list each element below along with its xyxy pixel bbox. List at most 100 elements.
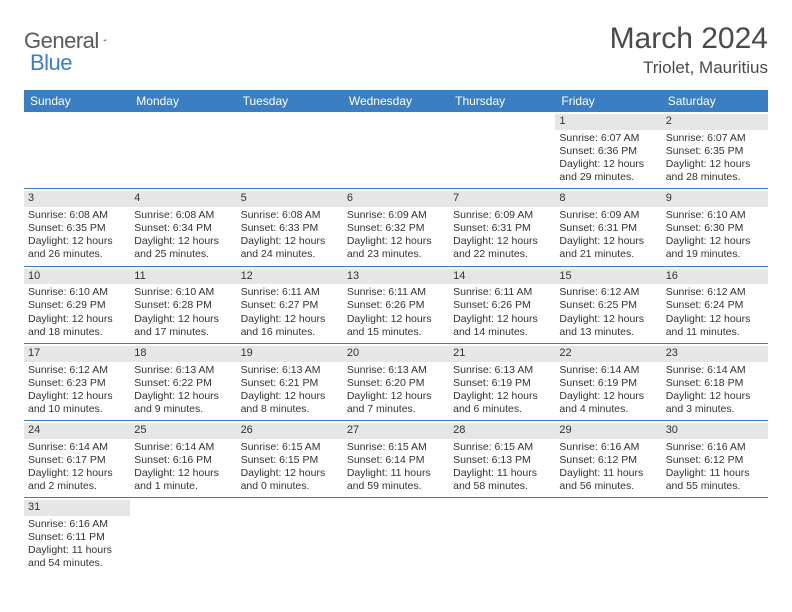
day-number: 7 <box>449 191 555 207</box>
day-number: 2 <box>662 114 768 130</box>
sunset-line: Sunset: 6:12 PM <box>666 454 764 467</box>
sunrise-line: Sunrise: 6:09 AM <box>559 209 657 222</box>
day-cell: 10Sunrise: 6:10 AMSunset: 6:29 PMDayligh… <box>24 267 130 343</box>
day-number: 10 <box>24 269 130 285</box>
flag-icon <box>103 32 107 48</box>
daylight-line: Daylight: 12 hours and 17 minutes. <box>134 313 232 339</box>
day-number: 27 <box>343 423 449 439</box>
week-row: 17Sunrise: 6:12 AMSunset: 6:23 PMDayligh… <box>24 344 768 421</box>
day-number: 9 <box>662 191 768 207</box>
day-number: 4 <box>130 191 236 207</box>
sunrise-line: Sunrise: 6:13 AM <box>241 364 339 377</box>
daylight-line: Daylight: 12 hours and 8 minutes. <box>241 390 339 416</box>
sunset-line: Sunset: 6:23 PM <box>28 377 126 390</box>
sunrise-line: Sunrise: 6:11 AM <box>241 286 339 299</box>
sunrise-line: Sunrise: 6:14 AM <box>666 364 764 377</box>
sunset-line: Sunset: 6:11 PM <box>28 531 126 544</box>
sunrise-line: Sunrise: 6:08 AM <box>28 209 126 222</box>
day-cell: 14Sunrise: 6:11 AMSunset: 6:26 PMDayligh… <box>449 267 555 343</box>
brand-accent: Blue <box>30 50 72 75</box>
day-cell: 13Sunrise: 6:11 AMSunset: 6:26 PMDayligh… <box>343 267 449 343</box>
sunrise-line: Sunrise: 6:12 AM <box>559 286 657 299</box>
day-header: Tuesday <box>237 90 343 112</box>
day-cell: 9Sunrise: 6:10 AMSunset: 6:30 PMDaylight… <box>662 189 768 265</box>
daylight-line: Daylight: 11 hours and 56 minutes. <box>559 467 657 493</box>
day-number: 16 <box>662 269 768 285</box>
day-number: 17 <box>24 346 130 362</box>
day-number: 22 <box>555 346 661 362</box>
day-header: Thursday <box>449 90 555 112</box>
day-cell: 23Sunrise: 6:14 AMSunset: 6:18 PMDayligh… <box>662 344 768 420</box>
day-cell: 24Sunrise: 6:14 AMSunset: 6:17 PMDayligh… <box>24 421 130 497</box>
daylight-line: Daylight: 12 hours and 18 minutes. <box>28 313 126 339</box>
sunset-line: Sunset: 6:35 PM <box>666 145 764 158</box>
sunset-line: Sunset: 6:19 PM <box>559 377 657 390</box>
daylight-line: Daylight: 12 hours and 28 minutes. <box>666 158 764 184</box>
calendar-page: General March 2024 Triolet, Mauritius Bl… <box>0 0 792 575</box>
title-block: March 2024 Triolet, Mauritius <box>610 22 768 78</box>
sunset-line: Sunset: 6:29 PM <box>28 299 126 312</box>
brand-accent-wrap: Blue <box>30 50 72 76</box>
day-number: 11 <box>130 269 236 285</box>
day-number: 14 <box>449 269 555 285</box>
sunrise-line: Sunrise: 6:11 AM <box>347 286 445 299</box>
daylight-line: Daylight: 11 hours and 54 minutes. <box>28 544 126 570</box>
daylight-line: Daylight: 12 hours and 25 minutes. <box>134 235 232 261</box>
empty-cell <box>555 498 661 574</box>
daylight-line: Daylight: 12 hours and 16 minutes. <box>241 313 339 339</box>
empty-cell <box>343 498 449 574</box>
empty-cell <box>24 112 130 188</box>
daylight-line: Daylight: 12 hours and 11 minutes. <box>666 313 764 339</box>
sunset-line: Sunset: 6:25 PM <box>559 299 657 312</box>
day-cell: 4 Sunrise: 6:08 AMSunset: 6:34 PMDaylight… <box>130 189 236 265</box>
sunset-line: Sunset: 6:34 PM <box>134 222 232 235</box>
header: General March 2024 Triolet, Mauritius <box>24 22 768 78</box>
sunset-line: Sunset: 6:12 PM <box>559 454 657 467</box>
empty-cell <box>237 498 343 574</box>
location: Triolet, Mauritius <box>610 58 768 78</box>
sunrise-line: Sunrise: 6:14 AM <box>134 441 232 454</box>
daylight-line: Daylight: 12 hours and 29 minutes. <box>559 158 657 184</box>
empty-cell <box>343 112 449 188</box>
daylight-line: Daylight: 12 hours and 10 minutes. <box>28 390 126 416</box>
empty-cell <box>130 112 236 188</box>
day-cell: 31Sunrise: 6:16 AMSunset: 6:11 PMDayligh… <box>24 498 130 574</box>
sunrise-line: Sunrise: 6:16 AM <box>559 441 657 454</box>
sunrise-line: Sunrise: 6:15 AM <box>241 441 339 454</box>
empty-cell <box>130 498 236 574</box>
daylight-line: Daylight: 12 hours and 26 minutes. <box>28 235 126 261</box>
day-cell: 5Sunrise: 6:08 AMSunset: 6:33 PMDaylight… <box>237 189 343 265</box>
empty-cell <box>237 112 343 188</box>
day-header-row: SundayMondayTuesdayWednesdayThursdayFrid… <box>24 90 768 112</box>
day-number: 29 <box>555 423 661 439</box>
daylight-line: Daylight: 11 hours and 59 minutes. <box>347 467 445 493</box>
day-cell: 1Sunrise: 6:07 AMSunset: 6:36 PMDaylight… <box>555 112 661 188</box>
day-cell: 28Sunrise: 6:15 AMSunset: 6:13 PMDayligh… <box>449 421 555 497</box>
sunrise-line: Sunrise: 6:15 AM <box>453 441 551 454</box>
day-number: 28 <box>449 423 555 439</box>
daylight-line: Daylight: 12 hours and 6 minutes. <box>453 390 551 416</box>
day-cell: 26Sunrise: 6:15 AMSunset: 6:15 PMDayligh… <box>237 421 343 497</box>
sunset-line: Sunset: 6:22 PM <box>134 377 232 390</box>
sunrise-line: Sunrise: 6:13 AM <box>134 364 232 377</box>
week-row: 31Sunrise: 6:16 AMSunset: 6:11 PMDayligh… <box>24 498 768 574</box>
daylight-line: Daylight: 12 hours and 9 minutes. <box>134 390 232 416</box>
day-number: 13 <box>343 269 449 285</box>
sunset-line: Sunset: 6:33 PM <box>241 222 339 235</box>
sunset-line: Sunset: 6:32 PM <box>347 222 445 235</box>
day-number: 23 <box>662 346 768 362</box>
daylight-line: Daylight: 12 hours and 13 minutes. <box>559 313 657 339</box>
sunset-line: Sunset: 6:27 PM <box>241 299 339 312</box>
daylight-line: Daylight: 12 hours and 24 minutes. <box>241 235 339 261</box>
day-cell: 21Sunrise: 6:13 AMSunset: 6:19 PMDayligh… <box>449 344 555 420</box>
week-row: 10Sunrise: 6:10 AMSunset: 6:29 PMDayligh… <box>24 267 768 344</box>
day-header: Saturday <box>662 90 768 112</box>
day-number: 5 <box>237 191 343 207</box>
sunset-line: Sunset: 6:31 PM <box>453 222 551 235</box>
sunrise-line: Sunrise: 6:16 AM <box>666 441 764 454</box>
sunrise-line: Sunrise: 6:08 AM <box>134 209 232 222</box>
empty-cell <box>449 498 555 574</box>
daylight-line: Daylight: 12 hours and 22 minutes. <box>453 235 551 261</box>
day-number: 19 <box>237 346 343 362</box>
sunset-line: Sunset: 6:30 PM <box>666 222 764 235</box>
